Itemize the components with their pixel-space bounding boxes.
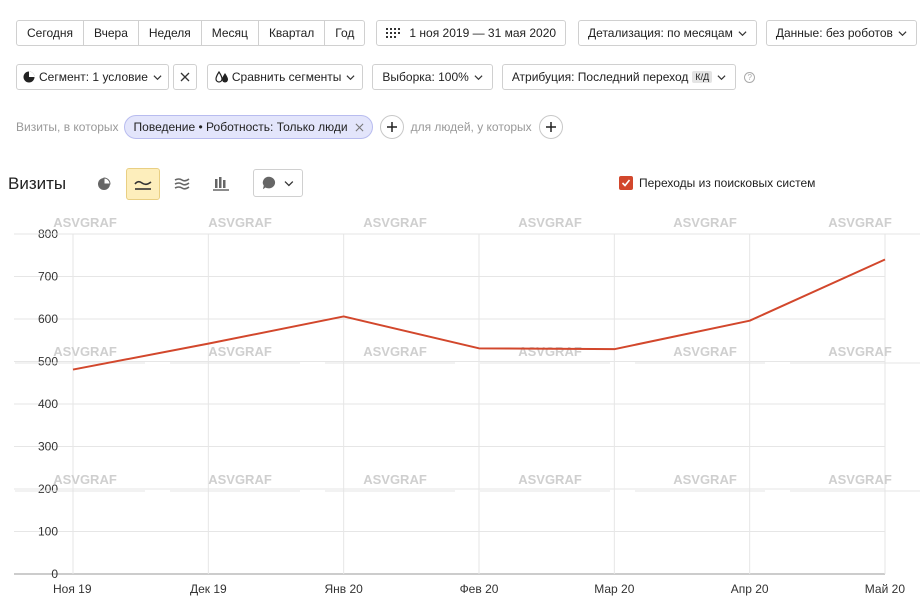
area-chart-icon [174, 178, 190, 190]
y-tick-label: 200 [38, 482, 58, 496]
date-range-label: 1 ноя 2019 — 31 мая 2020 [409, 26, 557, 40]
comment-icon [262, 176, 276, 190]
detail-label: Детализация: по месяцам [588, 26, 733, 40]
people-filter-label: для людей, у которых [410, 120, 532, 134]
filter-chip[interactable]: Поведение • Роботность: Только люди [123, 115, 373, 139]
watermark: ASVGRAF [673, 215, 737, 230]
chevron-down-icon [153, 74, 162, 80]
watermark: ASVGRAF [518, 344, 582, 359]
x-tick-label: Фев 20 [460, 582, 499, 596]
help-icon[interactable]: ? [744, 71, 756, 83]
watermark: ASVGRAF [208, 215, 272, 230]
y-tick-label: 500 [38, 355, 58, 369]
y-tick-label: 600 [38, 312, 58, 326]
pie-chart-icon [98, 177, 111, 190]
segment-dropdown[interactable]: Сегмент: 1 условие [16, 64, 169, 90]
close-icon[interactable] [355, 123, 364, 132]
segment-clear-button[interactable] [172, 64, 197, 90]
watermark: ASVGRAF [363, 215, 427, 230]
period-button[interactable]: Квартал [259, 21, 326, 45]
chevron-down-icon [284, 180, 294, 186]
watermark: ASVGRAF [673, 344, 737, 359]
period-button[interactable]: Месяц [202, 21, 259, 45]
view-line-button[interactable] [126, 168, 160, 200]
pie-segment-icon [23, 71, 35, 83]
watermark: ASVGRAF [53, 215, 117, 230]
attribution-badge: К/Д [692, 71, 713, 83]
checkbox-checked-icon[interactable] [619, 176, 633, 190]
chevron-down-icon [474, 74, 483, 80]
watermark: ASVGRAF [208, 472, 272, 487]
x-tick-label: Мар 20 [594, 582, 634, 596]
filter-chip-label: Поведение • Роботность: Только люди [133, 120, 348, 134]
y-tick-label: 100 [38, 525, 58, 539]
add-visit-condition-button[interactable] [379, 115, 404, 139]
chevron-down-icon [717, 74, 726, 80]
period-button[interactable]: Вчера [84, 21, 139, 45]
calendar-icon [386, 28, 401, 38]
chart-title: Визиты [8, 174, 67, 193]
watermark: ASVGRAF [363, 344, 427, 359]
compare-label: Сравнить сегменты [231, 70, 342, 84]
period-button[interactable]: Сегодня [17, 21, 84, 45]
watermark: ASVGRAF [828, 344, 892, 359]
watermark: ASVGRAF [673, 472, 737, 487]
watermark: ASVGRAF [828, 215, 892, 230]
add-people-condition-button[interactable] [538, 115, 563, 139]
annotations-dropdown[interactable] [253, 169, 303, 197]
chevron-down-icon [346, 74, 355, 80]
y-tick-label: 400 [38, 397, 58, 411]
x-tick-label: Май 20 [865, 582, 906, 596]
data-filter-label: Данные: без роботов [775, 26, 893, 40]
segment-label: Сегмент: 1 условие [39, 70, 148, 84]
view-bar-button[interactable] [204, 168, 238, 200]
toolbar-row: Сегодня Вчера Неделя Месяц Квартал Год 1 ноя … [16, 20, 920, 46]
plus-icon [386, 122, 397, 132]
data-filter-dropdown[interactable]: Данные: без роботов [765, 20, 917, 46]
y-tick-label: 300 [38, 440, 58, 454]
view-area-button[interactable] [165, 168, 199, 200]
watermark: ASVGRAF [53, 344, 117, 359]
watermark: ASVGRAF [518, 215, 582, 230]
watermark: ASVGRAF [208, 344, 272, 359]
close-icon [180, 72, 190, 82]
line-chart-icon [134, 180, 152, 190]
period-button[interactable]: Неделя [139, 21, 202, 45]
watermark: ASVGRAF [363, 472, 427, 487]
attribution-label: Атрибуция: Последний переход [511, 70, 689, 84]
y-tick-label: 0 [51, 567, 58, 581]
x-tick-label: Апр 20 [731, 582, 769, 596]
sample-dropdown[interactable]: Выборка: 100% [372, 64, 493, 90]
compare-segments-dropdown[interactable]: Сравнить сегменты [206, 64, 364, 90]
bar-chart-icon [213, 177, 229, 191]
y-tick-label: 700 [38, 270, 58, 284]
x-tick-label: Дек 19 [190, 582, 227, 596]
filter-row: Визиты, в которых Поведение • Роботность… [16, 115, 563, 139]
chevron-down-icon [738, 30, 747, 36]
attribution-dropdown[interactable]: Атрибуция: Последний переход К/Д [501, 64, 737, 90]
toolbar-row-2: Сегмент: 1 условие Сравнить сегменты Выб… [16, 64, 756, 90]
detail-dropdown[interactable]: Детализация: по месяцам [578, 20, 757, 46]
watermark: ASVGRAF [53, 472, 117, 487]
period-selector: Сегодня Вчера Неделя Месяц Квартал Год [16, 20, 366, 46]
legend-item[interactable]: Переходы из поисковых систем [619, 176, 815, 190]
watermark: ASVGRAF [828, 472, 892, 487]
legend-label: Переходы из поисковых систем [639, 176, 816, 190]
drops-icon [215, 71, 228, 83]
watermark: ASVGRAF [518, 472, 582, 487]
view-pie-button[interactable] [87, 168, 121, 200]
sample-label: Выборка: 100% [382, 70, 469, 84]
x-tick-label: Ноя 19 [53, 582, 92, 596]
period-button[interactable]: Год [335, 26, 355, 40]
x-tick-label: Янв 20 [324, 582, 363, 596]
visits-filter-label: Визиты, в которых [16, 120, 119, 134]
date-range-button[interactable]: 1 ноя 2019 — 31 мая 2020 [376, 20, 567, 46]
plus-icon [545, 122, 556, 132]
chevron-down-icon [898, 30, 907, 36]
